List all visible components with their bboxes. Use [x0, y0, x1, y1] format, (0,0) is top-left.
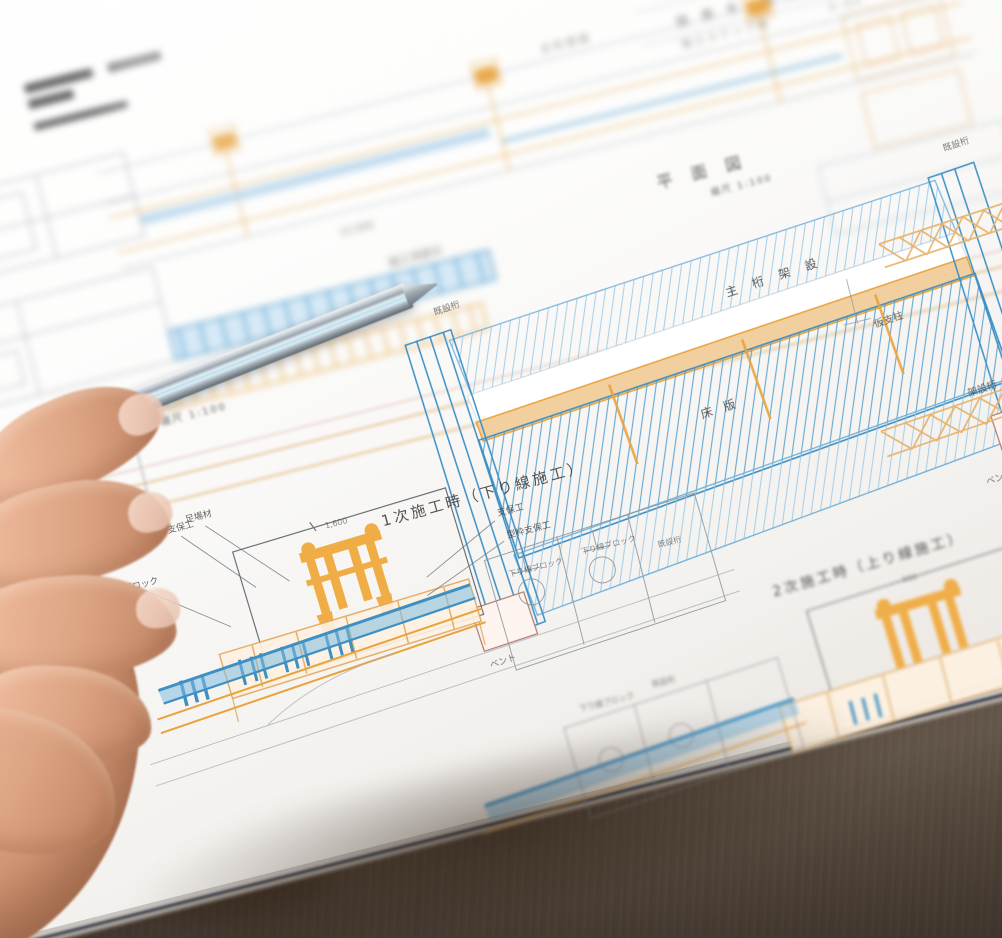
end-bent-left — [404, 328, 547, 642]
cross-beams — [607, 294, 905, 465]
step-1-frame — [231, 487, 485, 682]
pier-block — [990, 397, 1002, 461]
fingernail — [134, 586, 182, 630]
deck-band-lower — [513, 376, 1002, 617]
leader-lines — [145, 520, 505, 628]
deck-beam-blue — [157, 583, 476, 705]
sub-detail-box — [483, 492, 727, 671]
deck-band-main — [477, 272, 1002, 560]
pier-block — [469, 591, 539, 653]
dimension-label: 900 — [901, 572, 918, 584]
human-hand — [0, 362, 380, 938]
